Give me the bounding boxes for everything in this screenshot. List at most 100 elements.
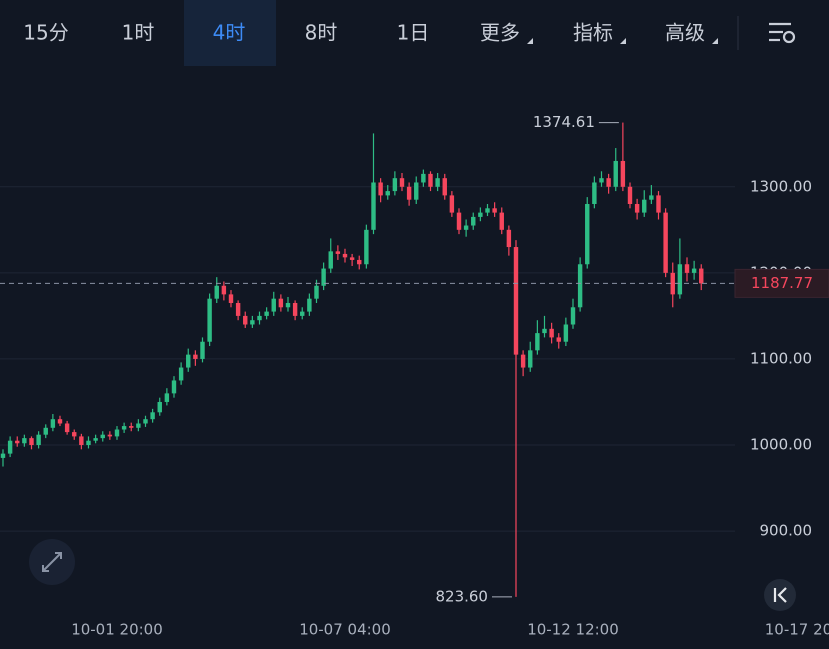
candle-body [520,354,526,368]
low-label: 823.60 [435,587,488,605]
x-tick-label: 10-01 20:00 [71,621,163,639]
candle-body [399,178,405,187]
candle-body [699,268,704,284]
expand-button[interactable] [29,539,75,585]
candle-body [171,380,177,394]
candle-body [7,440,13,454]
candle-body [228,294,234,303]
candle-body [385,191,390,196]
candle-body [257,315,262,321]
timeframe-tab[interactable]: 更多 [480,21,533,45]
candle-body [542,328,547,334]
plot-area: 900.001000.001100.001200.001300.0010-01 … [0,113,829,639]
candle-body [414,182,419,200]
candle-body [357,259,362,265]
settings-icon[interactable] [769,22,796,44]
candle-body [129,426,134,428]
candle-body [371,182,376,230]
timeframe-tab[interactable]: 指标 [573,21,626,45]
tab-label: 8时 [305,21,338,45]
candle-body [186,354,191,368]
candle-body [15,440,20,444]
candle-body [107,434,113,437]
candle-body [300,311,305,316]
tab-label: 1日 [397,21,430,45]
timeframe-tab[interactable]: 4时 [184,0,276,66]
candle-body [478,212,483,217]
candle-body [178,367,184,381]
candle-body [485,208,490,213]
candle-body [513,247,519,355]
timeframe-tab[interactable]: 1日 [397,21,430,45]
scroll-to-latest-button[interactable] [764,579,796,611]
timeframe-tab[interactable]: 高级 [665,21,718,45]
candle-body [136,423,141,428]
candle-body [471,216,476,226]
candle-body [499,212,504,230]
y-tick-label: 1100.00 [750,349,812,367]
candle-body [285,302,291,308]
candle-body [613,160,618,187]
candle-body [599,178,604,183]
candle-body [64,423,70,433]
candle-body [221,285,227,295]
candle-body [200,341,205,359]
candle-body [456,212,462,230]
candle-body [79,436,84,446]
candle-body [620,160,626,187]
y-tick-label: 1300.00 [750,177,812,195]
tab-label: 更多 [480,21,520,45]
candle-body [143,419,148,424]
candle-body [50,419,56,428]
last-price-tag [734,268,829,298]
dropdown-indicator [527,38,533,44]
candle-body [29,438,34,446]
candle-body [442,178,447,196]
candle-body [292,302,298,316]
candle-body [349,257,355,260]
candle-body [342,253,348,258]
candle-body [271,298,276,312]
candle-body [421,173,426,183]
candle-body [563,324,569,342]
candle-body [585,204,590,265]
tab-label: 高级 [665,21,705,45]
candle-body [406,186,412,200]
candle-body [528,350,533,368]
candle-body [506,229,512,248]
active-tab-background [184,0,276,66]
dropdown-indicator [620,38,626,44]
timeframe-tab[interactable]: 8时 [305,21,338,45]
candle-body [684,264,690,273]
x-tick-label: 10-12 12:00 [527,621,619,639]
candle-body [592,182,597,204]
candle-body [663,212,668,273]
candle-body [250,320,255,325]
candle-body [556,337,561,342]
candle-body [535,333,540,351]
dropdown-indicator [712,38,718,44]
candle-body [86,440,91,446]
candle-body [214,285,219,299]
candle-body [93,438,98,441]
candle-body [235,302,241,316]
candle-body [36,434,41,446]
candle-body [649,195,654,200]
candle-body [627,186,633,204]
candle-body [193,354,198,359]
timeframe-tab[interactable]: 1时 [122,21,155,45]
high-label: 1374.61 [533,113,595,131]
candle-body [577,264,583,308]
y-tick-label: 900.00 [760,522,813,540]
candle-body [670,272,675,295]
candle-body [278,298,284,308]
candle-body [549,328,554,338]
candle-body [492,208,497,213]
candle-body [691,268,697,273]
candle-body [121,426,127,430]
timeframe-tab[interactable]: 15分 [23,21,68,45]
tab-label: 指标 [573,21,613,45]
y-tick-label: 1000.00 [750,436,812,454]
